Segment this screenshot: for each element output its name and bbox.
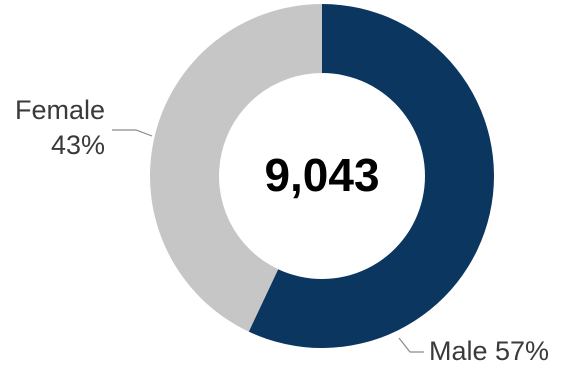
donut-slices (149, 4, 494, 348)
female-label-name: Female (15, 95, 105, 125)
center-total: 9,043 (264, 149, 379, 201)
slice-male (248, 4, 494, 348)
male-leader-line (398, 337, 424, 353)
male-label: Male 57% (429, 336, 549, 365)
slice-female (149, 4, 322, 332)
female-leader-line (112, 129, 153, 137)
female-label-pct: 43% (51, 130, 105, 160)
